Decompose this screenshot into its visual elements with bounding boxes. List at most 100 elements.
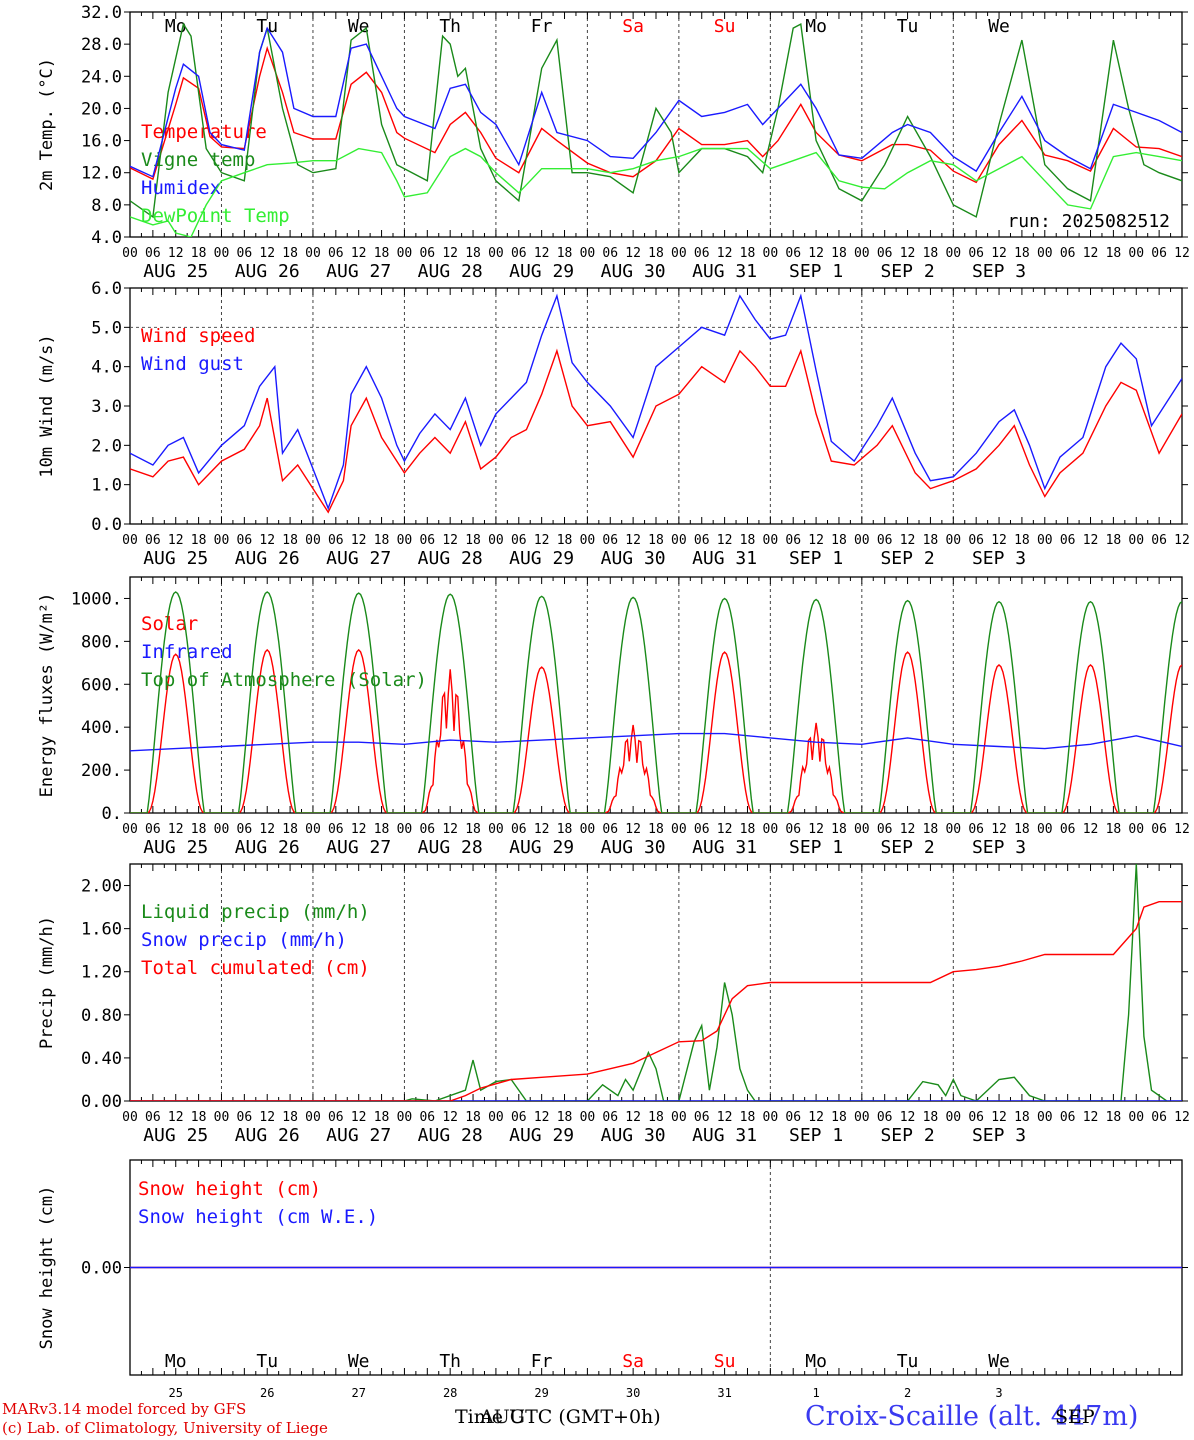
- hour-tick-label: 00: [945, 246, 961, 261]
- hour-tick-label: 06: [968, 822, 984, 837]
- hour-tick-label: 06: [145, 246, 161, 261]
- hour-tick-label: 00: [397, 822, 413, 837]
- day-number-label: 29: [534, 1386, 548, 1400]
- hour-tick-label: 18: [465, 246, 481, 261]
- date-label: AUG 25: [143, 548, 208, 569]
- hour-tick-label: 00: [305, 246, 321, 261]
- hour-tick-label: 12: [168, 822, 184, 837]
- hour-tick-label: 06: [602, 822, 618, 837]
- hour-tick-label: 12: [259, 533, 275, 548]
- hour-tick-label: 00: [671, 533, 687, 548]
- hour-tick-label: 18: [923, 246, 939, 261]
- date-label: SEP 2: [880, 837, 934, 858]
- y-tick-label: 0.0: [91, 515, 122, 535]
- weekday-label: Mo: [805, 16, 827, 37]
- y-tick-label: 32.0: [81, 3, 122, 23]
- hour-tick-label: 18: [831, 822, 847, 837]
- date-label: AUG 27: [326, 261, 391, 282]
- hour-tick-label: 00: [397, 533, 413, 548]
- hour-tick-label: 18: [191, 1110, 207, 1125]
- x-axis-title: Time UTC (GMT+0h): [455, 1406, 661, 1428]
- hour-tick-label: 06: [419, 822, 435, 837]
- y-tick-label: 6.0: [91, 279, 122, 299]
- hour-tick-label: 06: [968, 1110, 984, 1125]
- y-tick-label: 0.00: [81, 1092, 122, 1112]
- date-label: AUG 25: [143, 837, 208, 858]
- y-tick-label: 2.0: [91, 436, 122, 456]
- legend-entry: Snow precip (mm/h): [141, 929, 347, 951]
- date-label: SEP 1: [789, 1125, 843, 1146]
- hour-tick-label: 18: [740, 533, 756, 548]
- weekday-label: Th: [439, 1351, 461, 1372]
- weekday-label: Tu: [256, 1351, 278, 1372]
- y-tick-label: 20.0: [81, 99, 122, 119]
- hour-tick-label: 18: [1106, 246, 1122, 261]
- hour-tick-label: 12: [351, 1110, 367, 1125]
- hour-tick-label: 18: [1014, 533, 1030, 548]
- hour-tick-label: 12: [442, 533, 458, 548]
- y-axis-label: 10m Wind (m/s): [37, 334, 57, 477]
- weekday-label: Sa: [622, 1351, 644, 1372]
- hour-tick-label: 00: [945, 822, 961, 837]
- hour-tick-label: 12: [1083, 822, 1099, 837]
- day-number-label: 1: [812, 1386, 819, 1400]
- hour-tick-label: 00: [122, 822, 138, 837]
- y-tick-label: 800.: [81, 632, 122, 652]
- y-axis-label: Snow height (cm): [37, 1186, 57, 1350]
- hour-tick-label: 18: [1106, 822, 1122, 837]
- y-tick-label: 200.: [81, 761, 122, 781]
- hour-tick-label: 00: [671, 1110, 687, 1125]
- date-label: AUG 26: [235, 261, 300, 282]
- hour-tick-label: 00: [1128, 246, 1144, 261]
- y-tick-label: 5.0: [91, 318, 122, 338]
- hour-tick-label: 12: [808, 822, 824, 837]
- legend-entry: DewPoint Temp: [141, 205, 290, 227]
- hour-tick-label: 18: [923, 533, 939, 548]
- hour-tick-label: 00: [854, 1110, 870, 1125]
- hour-tick-label: 06: [694, 1110, 710, 1125]
- hour-tick-label: 12: [1174, 822, 1190, 837]
- y-tick-label: 600.: [81, 675, 122, 695]
- hour-tick-label: 12: [351, 533, 367, 548]
- weekday-label: Tu: [256, 16, 278, 37]
- legend-entry: Solar: [141, 613, 198, 635]
- hour-tick-label: 06: [1060, 1110, 1076, 1125]
- date-label: AUG 30: [601, 261, 666, 282]
- hour-tick-label: 00: [214, 1110, 230, 1125]
- y-tick-label: 1.60: [81, 920, 122, 940]
- hour-tick-label: 12: [168, 1110, 184, 1125]
- weekday-label: We: [348, 1351, 370, 1372]
- hour-tick-label: 12: [1174, 246, 1190, 261]
- hour-tick-label: 06: [328, 1110, 344, 1125]
- hour-tick-label: 00: [488, 1110, 504, 1125]
- hour-tick-label: 12: [808, 533, 824, 548]
- hour-tick-label: 18: [923, 822, 939, 837]
- date-label: AUG 27: [326, 1125, 391, 1146]
- hour-tick-label: 00: [945, 1110, 961, 1125]
- day-number-label: 30: [626, 1386, 640, 1400]
- hour-tick-label: 06: [419, 533, 435, 548]
- panel-5: 0.00 Snow height (cm) Mo 25 Tu 26 We 27 Th 28 Fr 29…: [37, 1159, 1188, 1400]
- date-label: AUG 31: [692, 1125, 757, 1146]
- hour-tick-label: 12: [717, 246, 733, 261]
- series-line-total-cumulated-cm-: [130, 901, 1182, 1101]
- hour-tick-label: 00: [763, 246, 779, 261]
- hour-tick-label: 12: [1083, 246, 1099, 261]
- x-axis-month: AUG: [480, 1406, 525, 1428]
- hour-tick-label: 18: [831, 533, 847, 548]
- hour-tick-label: 00: [854, 246, 870, 261]
- hour-tick-label: 12: [808, 1110, 824, 1125]
- hour-tick-label: 12: [442, 246, 458, 261]
- weekday-label: Tu: [897, 1351, 919, 1372]
- hour-tick-label: 00: [854, 822, 870, 837]
- series-line-wind-gust: [130, 293, 1182, 511]
- hour-tick-label: 06: [1151, 246, 1167, 261]
- legend-entry: Vigne temp: [141, 149, 255, 171]
- hour-tick-label: 06: [511, 822, 527, 837]
- y-tick-label: 3.0: [91, 397, 122, 417]
- weekday-label: We: [348, 16, 370, 37]
- hour-tick-label: 06: [328, 822, 344, 837]
- weekday-label: Fr: [531, 16, 553, 37]
- date-label: SEP 1: [789, 837, 843, 858]
- hour-tick-label: 00: [1037, 533, 1053, 548]
